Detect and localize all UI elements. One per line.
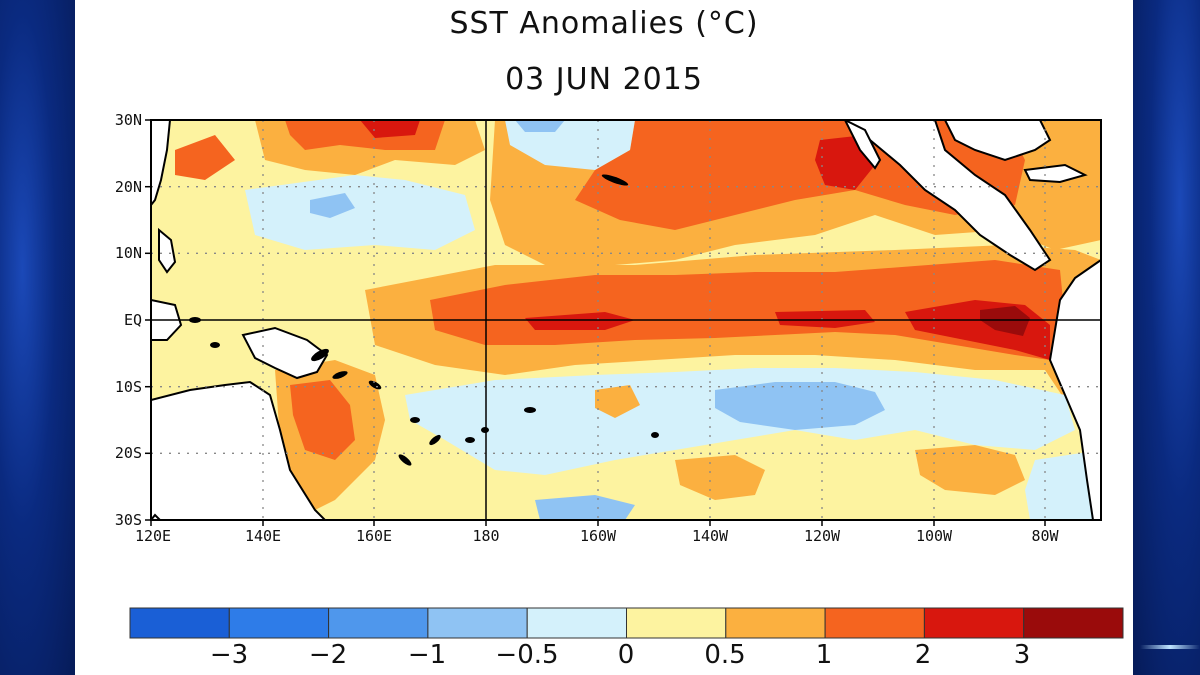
land-australia (151, 380, 327, 520)
colorbar-swatch (824, 607, 925, 639)
longitude-labels: 120E 140E 160E 180 160W 140W 120W 100W 8… (135, 527, 1060, 545)
lon-label: 180 (472, 527, 499, 545)
colorbar-swatch (626, 607, 727, 639)
hot-spot-northwest (360, 120, 420, 138)
equatorial-max-east (980, 306, 1030, 336)
land-cuba (1023, 163, 1088, 184)
lat-label: EQ (124, 311, 142, 329)
colorbar-label: 0 (617, 640, 635, 670)
cool-region-northwest (245, 175, 475, 250)
colorbar-swatch (228, 607, 330, 639)
cool-region-north-central (505, 120, 635, 170)
warm-spot-philippine-sea (175, 135, 235, 180)
colorbar-label: −1 (407, 640, 447, 670)
colorbar-label: 2 (914, 640, 932, 670)
lon-label: 100W (916, 527, 953, 545)
colorbar-swatch (1023, 607, 1124, 639)
colorbar-label: −0.5 (495, 640, 559, 670)
lat-label: 20S (115, 444, 142, 462)
cool-spot-southwest (535, 495, 635, 520)
colorbar-swatch (725, 607, 826, 639)
colorbar-swatch (427, 607, 528, 639)
land-caribbean (943, 120, 1052, 162)
lat-label: 20N (115, 178, 142, 196)
lat-label: 10S (115, 378, 142, 396)
land-baja (843, 120, 882, 170)
land-masses (151, 120, 1101, 520)
colorbar-swatch (923, 607, 1025, 639)
lat-label: 30S (115, 511, 142, 529)
cool-spot-southeast (1025, 450, 1101, 520)
equatorial-hot-spot-central-2 (775, 310, 875, 328)
lon-label: 140W (692, 527, 729, 545)
land-new-guinea (241, 326, 329, 380)
map-date: 03 JUN 2015 (505, 62, 703, 97)
reference-lines (151, 120, 1101, 520)
equatorial-hot-spot-central-1 (525, 312, 635, 330)
land-south-america (1048, 258, 1101, 520)
cool-spot-north-central (515, 120, 565, 132)
axis-ticks (145, 119, 1046, 526)
land-north-america (843, 120, 1052, 272)
map-title: SST Anomalies (°C) (449, 6, 759, 41)
colorbar-label: 0.5 (704, 640, 746, 670)
lat-label: 30N (115, 111, 142, 129)
lat-label: 10N (115, 244, 142, 262)
latitude-labels: 30N 20N 10N EQ 10S 20S 30S (115, 111, 142, 529)
lon-label: 160W (580, 527, 617, 545)
warm-spot-south-1 (675, 455, 765, 500)
land-asia (151, 120, 172, 207)
lon-label: 140E (245, 527, 281, 545)
cool-spot-northwest (310, 193, 355, 218)
background-left (0, 0, 75, 675)
lon-label: 160E (356, 527, 392, 545)
equatorial-warm-core (430, 260, 1065, 360)
lon-label: 120E (135, 527, 171, 545)
warm-spot-south-2 (915, 445, 1025, 495)
colorbar-label: −3 (209, 640, 249, 670)
colorbar-label: 3 (1013, 640, 1031, 670)
background-right (1133, 0, 1200, 675)
lon-label: 80W (1031, 527, 1059, 545)
colorbar (129, 607, 1124, 639)
colorbar-label: −2 (308, 640, 348, 670)
warm-spot-south-3 (595, 385, 640, 418)
cool-core-south (715, 382, 885, 430)
colorbar-swatch (129, 607, 230, 639)
colorbar-swatch (526, 607, 628, 639)
land-philippines (158, 227, 177, 274)
land-new-zealand (151, 513, 162, 520)
sst-map: 30N 20N 10N EQ 10S 20S 30S 120E 140E 160… (115, 111, 1124, 639)
colorbar-swatch (328, 607, 429, 639)
map-panel: SST Anomalies (°C) 03 JUN 2015 (75, 0, 1133, 675)
lon-label: 120W (804, 527, 841, 545)
background-glint (1140, 645, 1200, 649)
colorbar-label: 1 (815, 640, 833, 670)
warm-core-southwest (290, 380, 355, 460)
